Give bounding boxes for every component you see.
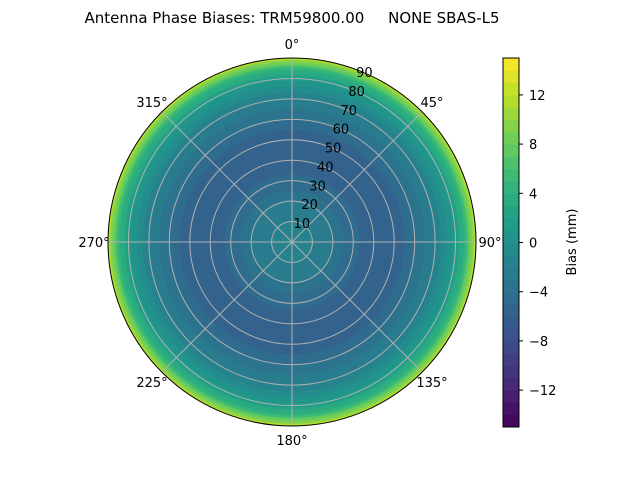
angular-gridline	[291, 111, 423, 243]
radial-tick-label: 20	[301, 198, 318, 213]
colorbar-level	[503, 217, 519, 231]
radial-tick-label: 60	[333, 123, 350, 138]
colorbar-level	[503, 291, 519, 305]
angle-tick-label: 0°	[285, 38, 300, 53]
colorbar-level	[503, 267, 519, 280]
colorbar-level	[503, 70, 519, 84]
radial-tick-labels: 10 20 30 40 50 60 70 80 90	[294, 66, 373, 232]
colorbar-level	[503, 119, 519, 133]
colorbar-level	[503, 316, 519, 330]
colorbar-level	[503, 390, 519, 403]
colorbar-level	[503, 107, 519, 120]
chart-title: Antenna Phase Biases: TRM59800.00 NONE S…	[84, 9, 499, 27]
colorbar-level	[503, 144, 519, 157]
colorbar-level	[503, 353, 519, 366]
radial-tick-label: 70	[340, 104, 357, 119]
angle-tick-labels: 0° 45° 90° 135° 180° 225° 270° 315°	[78, 38, 501, 449]
colorbar-level	[503, 82, 519, 96]
angle-tick-label: 45°	[420, 96, 443, 111]
polar-frame	[107, 57, 477, 427]
colorbar-level	[503, 230, 519, 243]
angle-tick-label: 180°	[276, 434, 307, 449]
radial-tick-label: 40	[317, 160, 334, 175]
colorbar-level	[503, 205, 519, 219]
angular-gridline	[161, 111, 293, 243]
colorbar-tick-label: 4	[529, 187, 537, 202]
radial-tick-label: 80	[348, 85, 365, 100]
colorbar-level	[503, 254, 519, 268]
colorbar-level	[503, 402, 519, 416]
colorbar-level	[503, 279, 519, 293]
angular-gridline	[291, 241, 423, 373]
colorbar-level	[503, 242, 519, 256]
colorbar-level	[503, 414, 519, 428]
colorbar-tick-label: 12	[529, 89, 546, 104]
colorbar-level	[503, 365, 519, 379]
colorbar-level	[503, 193, 519, 207]
colorbar: −12 −8 −4 0 4 8 12	[502, 57, 556, 428]
radial-tick-label: 90	[356, 66, 373, 81]
colorbar-level	[503, 94, 519, 108]
colorbar-tick-label: 0	[529, 237, 537, 252]
colorbar-level	[503, 131, 519, 145]
angular-gridline	[161, 241, 293, 373]
colorbar-label: Bias (mm)	[565, 209, 580, 276]
colorbar-level	[503, 156, 519, 170]
angle-tick-label: 135°	[416, 376, 447, 391]
colorbar-level	[503, 340, 519, 354]
colorbar-level	[503, 58, 519, 71]
radial-tick-label: 30	[309, 179, 326, 194]
angle-tick-label: 270°	[78, 236, 109, 251]
colorbar-level	[503, 168, 519, 182]
colorbar-tick-label: −8	[529, 335, 548, 350]
colorbar-level	[503, 304, 519, 317]
radial-tick-label: 10	[294, 217, 311, 232]
angle-tick-label: 315°	[136, 96, 167, 111]
colorbar-tick-label: 8	[529, 138, 537, 153]
colorbar-level	[503, 377, 519, 391]
colorbar-tick-label: −12	[529, 384, 556, 399]
angle-tick-label: 225°	[136, 376, 167, 391]
polar-grid	[107, 57, 477, 427]
radial-tick-label: 50	[325, 142, 342, 157]
colorbar-level	[503, 328, 519, 342]
colorbar-tick-label: −4	[529, 286, 548, 301]
colorbar-level	[503, 181, 519, 194]
angle-tick-label: 90°	[478, 236, 501, 251]
